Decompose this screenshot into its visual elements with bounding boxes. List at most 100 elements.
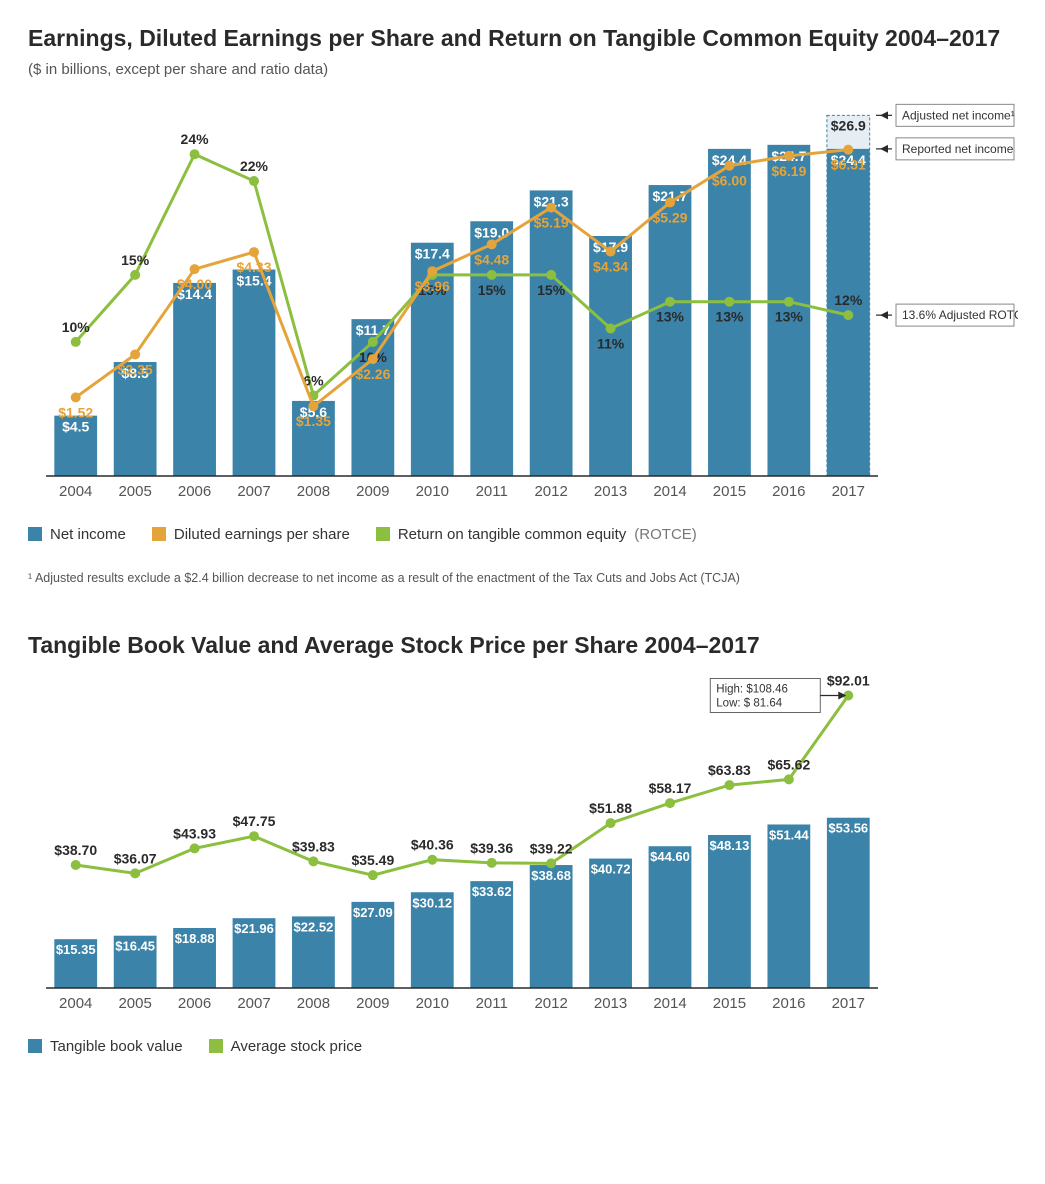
bar	[767, 824, 810, 988]
hl-high: High: $108.46	[716, 683, 788, 695]
rotce-marker	[487, 270, 497, 280]
price-marker	[427, 854, 437, 864]
year-label: 2014	[653, 483, 686, 500]
price-marker	[71, 859, 81, 869]
chart2-legend: Tangible book valueAverage stock price	[28, 1038, 1017, 1055]
callout-text: 13.6% Adjusted ROTCE¹	[902, 308, 1018, 322]
chart1-subtitle: ($ in billions, except per share and rat…	[28, 61, 1017, 78]
year-label: 2010	[416, 995, 449, 1012]
rotce-marker	[546, 270, 556, 280]
callout-text: Adjusted net income¹	[902, 108, 1015, 122]
bar	[649, 185, 692, 476]
bar	[173, 283, 216, 476]
eps-label: $6.19	[771, 163, 806, 179]
price-marker	[606, 818, 616, 828]
bar-label: $44.60	[650, 849, 690, 864]
eps-label: $4.33	[236, 259, 271, 275]
price-label: $58.17	[649, 780, 692, 796]
rotce-label: 13%	[715, 308, 744, 324]
legend-swatch	[28, 1039, 42, 1053]
bar	[530, 865, 573, 988]
year-label: 2008	[297, 483, 330, 500]
adjusted-bar-label: $26.9	[831, 117, 866, 133]
year-label: 2005	[118, 995, 151, 1012]
price-marker	[724, 780, 734, 790]
rotce-marker	[190, 149, 200, 159]
year-label: 2014	[653, 995, 686, 1012]
price-marker	[249, 831, 259, 841]
price-label: $47.75	[233, 813, 276, 829]
eps-label: $5.29	[652, 209, 687, 225]
year-label: 2013	[594, 483, 627, 500]
rotce-marker	[784, 296, 794, 306]
rotce-label: 13%	[656, 308, 685, 324]
year-label: 2004	[59, 995, 92, 1012]
eps-marker	[71, 392, 81, 402]
legend-label: Return on tangible common equity	[398, 526, 626, 543]
eps-label: $2.35	[118, 361, 153, 377]
legend-swatch	[209, 1039, 223, 1053]
rotce-label: 15%	[121, 252, 150, 268]
chart1: $26.9$4.5$8.5$14.4$15.4$5.6$11.7$17.4$19…	[28, 96, 1017, 516]
rotce-marker	[724, 296, 734, 306]
rotce-label: 12%	[834, 292, 863, 308]
price-label: $51.88	[589, 800, 632, 816]
rotce-label: 22%	[240, 158, 269, 174]
legend-label: Diluted earnings per share	[174, 526, 350, 543]
eps-marker	[784, 151, 794, 161]
eps-marker	[368, 354, 378, 364]
rotce-marker	[368, 337, 378, 347]
bar-label: $21.96	[234, 921, 274, 936]
bar-label: $40.72	[591, 861, 631, 876]
rotce-marker	[249, 176, 259, 186]
eps-marker	[546, 202, 556, 212]
hl-low: Low: $ 81.64	[716, 697, 782, 709]
arrowhead-icon	[880, 145, 888, 153]
eps-marker	[190, 264, 200, 274]
legend-swatch	[376, 527, 390, 541]
rotce-marker	[71, 337, 81, 347]
chart1-title: Earnings, Diluted Earnings per Share and…	[28, 24, 1017, 53]
bar	[708, 834, 751, 987]
eps-marker	[249, 247, 259, 257]
bar-label: $53.56	[828, 820, 868, 835]
year-label: 2009	[356, 995, 389, 1012]
bar-label: $17.4	[415, 245, 450, 261]
year-label: 2016	[772, 483, 805, 500]
eps-label: $1.35	[296, 413, 331, 429]
price-label: $39.83	[292, 838, 335, 854]
legend-item: Average stock price	[209, 1038, 362, 1055]
year-label: 2015	[713, 995, 746, 1012]
year-label: 2016	[772, 995, 805, 1012]
chart1-footnote: ¹ Adjusted results exclude a $2.4 billio…	[28, 571, 1017, 585]
price-label: $43.93	[173, 825, 216, 841]
rotce-label: 11%	[597, 335, 625, 351]
rotce-marker	[130, 270, 140, 280]
bar	[649, 846, 692, 988]
price-marker	[665, 798, 675, 808]
chart1-legend: Net incomeDiluted earnings per shareRetu…	[28, 526, 1017, 543]
rotce-marker	[843, 310, 853, 320]
year-label: 2008	[297, 995, 330, 1012]
chart1-svg: $26.9$4.5$8.5$14.4$15.4$5.6$11.7$17.4$19…	[28, 96, 1018, 516]
eps-marker	[308, 401, 318, 411]
eps-marker	[487, 239, 497, 249]
year-label: 2010	[416, 483, 449, 500]
bar-label: $4.5	[62, 418, 89, 434]
price-label: $35.49	[351, 852, 394, 868]
arrowhead-icon	[880, 311, 888, 319]
year-label: 2006	[178, 483, 211, 500]
rotce-label: 15%	[537, 282, 566, 298]
year-label: 2004	[59, 483, 92, 500]
rotce-label: 13%	[775, 308, 804, 324]
year-label: 2015	[713, 483, 746, 500]
legend-suffix: (ROTCE)	[634, 526, 697, 543]
price-label: $65.62	[767, 756, 810, 772]
legend-item: Return on tangible common equity (ROTCE)	[376, 526, 697, 543]
price-label: $38.70	[54, 841, 97, 857]
eps-label: $4.48	[474, 251, 509, 267]
price-marker	[190, 843, 200, 853]
eps-marker	[130, 349, 140, 359]
year-label: 2007	[237, 483, 270, 500]
legend-item: Diluted earnings per share	[152, 526, 350, 543]
